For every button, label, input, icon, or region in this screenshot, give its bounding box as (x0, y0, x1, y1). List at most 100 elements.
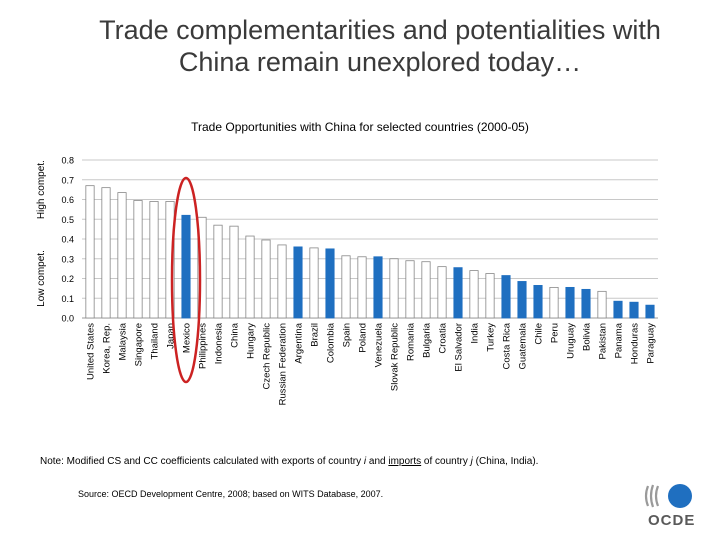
x-tick-label: Romania (406, 322, 417, 361)
x-tick-label: Pakistan (598, 323, 609, 359)
x-tick-label: Turkey (486, 323, 497, 352)
bar-bulgaria (421, 261, 431, 319)
bar-el-salvador (453, 267, 463, 319)
oecd-logo-icon (644, 484, 692, 508)
x-tick-label: Indonesia (214, 322, 225, 364)
bar-philippines (197, 216, 207, 319)
bar-united-states (85, 185, 95, 319)
bar-indonesia (213, 224, 223, 319)
bar-croatia (437, 266, 447, 319)
bar-mexico (181, 214, 191, 319)
bar-turkey (485, 273, 495, 319)
x-tick-label: Spain (342, 323, 353, 347)
bar-chile (533, 285, 543, 319)
x-tick-label: Bolivia (582, 322, 593, 351)
bar-spain (341, 255, 351, 319)
bar-bolivia (581, 288, 591, 319)
y-tick-label: 0.7 (61, 175, 74, 185)
y-tick-labels: 0.0 0.1 0.2 0.3 0.4 0.5 0.6 0.7 0.8 (61, 156, 74, 324)
bar-panama (613, 300, 623, 319)
x-tick-label: India (470, 322, 481, 343)
note-text-3: of country (421, 456, 471, 467)
bar-brazil (309, 247, 319, 319)
bar-peru (549, 286, 559, 319)
x-tick-label: Honduras (630, 323, 641, 364)
y-axis-label-high: High compet. (36, 160, 47, 219)
bar-china (229, 225, 239, 319)
chart-title: Trade Opportunities with China for selec… (191, 120, 529, 134)
bar-guatemala (517, 281, 527, 319)
bar-pakistan (597, 290, 607, 319)
bar-czech-republic (261, 239, 271, 319)
bar-hungary (245, 235, 255, 319)
x-tick-label: Hungary (246, 323, 257, 359)
bar-argentina (293, 246, 303, 319)
bars (85, 185, 655, 319)
y-tick-label: 0.8 (61, 156, 74, 166)
x-tick-label: Colombia (326, 322, 337, 363)
y-tick-label: 0.5 (61, 215, 74, 225)
x-tick-label: Philippines (198, 323, 209, 369)
bar-japan (165, 201, 175, 319)
note-imports: imports (388, 456, 422, 467)
note-text-1: Note: Modified CS and CC coefficients ca… (40, 456, 364, 467)
x-tick-label: Thailand (150, 323, 161, 359)
y-tick-label: 0.1 (61, 294, 74, 304)
bar-costa-rica (501, 275, 511, 319)
x-tick-label: Mexico (182, 323, 193, 353)
x-tick-label: Czech Republic (262, 323, 273, 390)
x-tick-label: Uruguay (566, 323, 577, 359)
note-text-2: and (366, 456, 389, 467)
bar-india (469, 270, 479, 319)
note-var-j: j (470, 456, 473, 467)
x-tick-label: Croatia (438, 322, 449, 353)
bar-malaysia (117, 192, 127, 319)
slide-title-line-1: Trade complementarities and potentialiti… (99, 15, 661, 45)
x-tick-label: Japan (166, 323, 177, 349)
bar-singapore (133, 200, 143, 319)
bar-poland (357, 256, 367, 319)
x-tick-label: Russian Federation (278, 323, 289, 405)
x-tick-label: China (230, 322, 241, 348)
bar-colombia (325, 248, 335, 319)
x-tick-label: Slovak Republic (390, 323, 401, 391)
x-tick-label: Korea, Rep. (102, 323, 113, 374)
bar-venezuela (373, 256, 383, 319)
bar-slovak-republic (389, 258, 399, 319)
x-tick-label: Guatemala (518, 322, 529, 369)
chart-note: Note: Modified CS and CC coefficients ca… (40, 456, 538, 467)
bar-russian-federation (277, 244, 287, 319)
note-text-4: (China, India). (472, 456, 539, 467)
x-tick-label: Malaysia (118, 322, 129, 360)
bar-paraguay (645, 304, 655, 319)
chart-source: Source: OECD Development Centre, 2008; b… (78, 489, 384, 499)
x-tick-label: Poland (358, 323, 369, 353)
x-tick-label: Chile (534, 323, 545, 345)
x-tick-labels: United States Korea, Rep. Malaysia Singapor… (86, 322, 657, 405)
x-tick-label: Venezuela (374, 322, 385, 367)
y-tick-label: 0.2 (61, 274, 74, 284)
note-var-i: i (363, 456, 367, 467)
x-tick-label: Brazil (310, 323, 321, 347)
x-tick-label: United States (86, 323, 97, 380)
x-tick-label: Paraguay (646, 323, 657, 364)
x-tick-label: Bulgaria (422, 322, 433, 358)
x-tick-label: Singapore (134, 323, 145, 366)
y-tick-label: 0.3 (61, 254, 74, 264)
slide-title: Trade complementarities and potentialiti… (60, 14, 700, 78)
oecd-logo-text: OCDE (648, 512, 696, 529)
bar-thailand (149, 201, 159, 319)
y-tick-label: 0.4 (61, 235, 74, 245)
x-tick-label: Argentina (294, 322, 305, 363)
bar-honduras (629, 301, 639, 319)
x-tick-label: Panama (614, 322, 625, 358)
x-tick-label: Costa Rica (502, 322, 513, 369)
x-tick-label: El Salvador (454, 323, 465, 372)
y-axis-label-low: Low compet. (36, 250, 47, 307)
bar-uruguay (565, 286, 575, 319)
x-tick-label: Peru (550, 323, 561, 343)
slide-title-line-2: China remain unexplored today… (178, 47, 582, 77)
mexico-highlight-circle (170, 176, 202, 384)
bar-chart: 0.0 0.1 0.2 0.3 0.4 0.5 0.6 0.7 0.8 United State… (36, 156, 658, 405)
y-tick-label: 0.6 (61, 195, 74, 205)
